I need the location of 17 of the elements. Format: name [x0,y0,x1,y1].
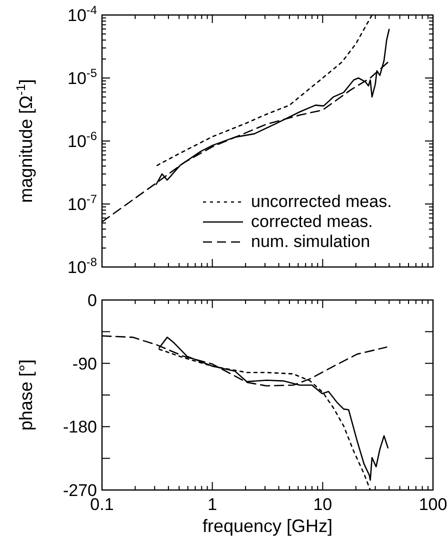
x-tick-label: 1 [208,495,218,514]
y-tick-label: 10$^{-8}$ [68,255,98,277]
y-tick-label: -90 [72,354,97,374]
x-tick-label: 10 [313,495,332,514]
y-tick-label: 10$^{-4}$ [68,3,98,25]
x-tick-label: 0.1 [90,495,114,514]
y-axis-title: phase [°] [16,359,36,431]
y-tick-label: 10$^{-7}$ [68,192,98,214]
y-tick-label: 10$^{-5}$ [68,66,98,88]
x-axis-title: frequency [GHz] [202,516,333,536]
y-tick-label: 0 [88,291,97,310]
legend-label: num. simulation [251,232,370,251]
y-tick-label: 10$^{-6}$ [68,129,98,151]
y-tick-label: -180 [62,418,97,437]
x-tick-label: 100 [418,495,448,514]
legend-label: corrected meas. [251,212,373,231]
legend-label: uncorrected meas. [251,192,392,211]
